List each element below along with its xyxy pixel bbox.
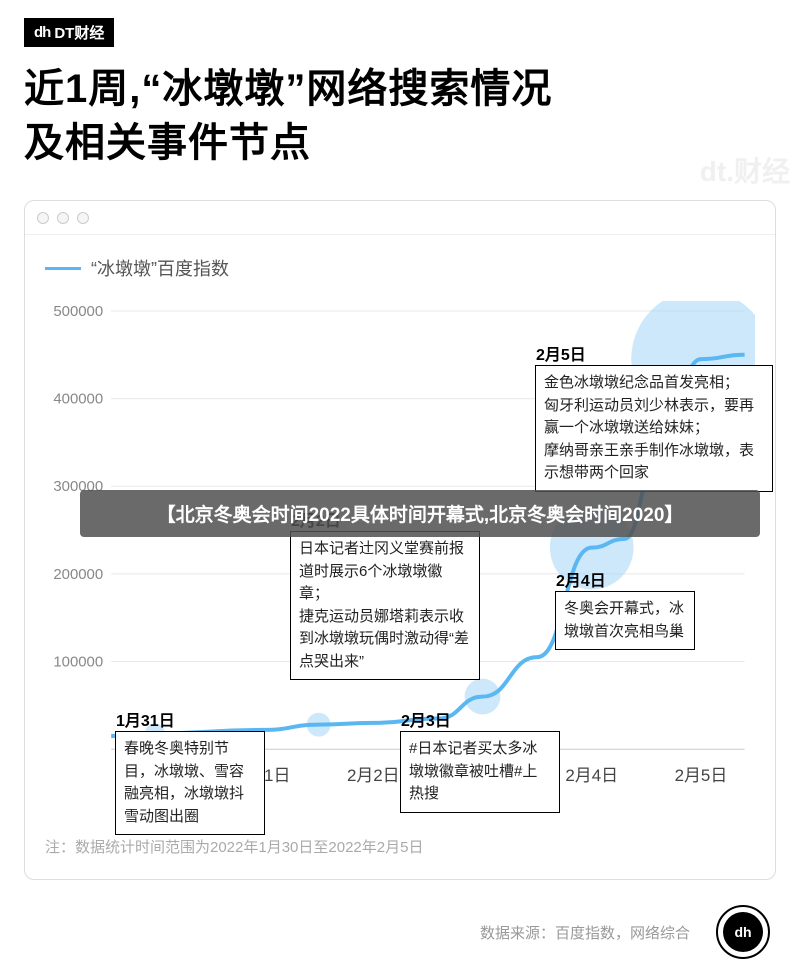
overlay-banner: 【北京冬奥会时间2022具体时间开幕式,北京冬奥会时间2020】 [80, 490, 760, 537]
svg-text:2月2日: 2月2日 [347, 766, 400, 785]
annotation-body: 冬奥会开幕式，冰墩墩首次亮相鸟巢 [564, 598, 686, 643]
annotation-body: 春晚冬奥特别节目，冰墩墩、雪容融亮相，冰墩墩抖雪动图出圈 [124, 738, 256, 828]
window-titlebar [25, 201, 775, 235]
chart-annotation: 2月3日#日本记者买太多冰墩墩徽章被吐槽#上热搜 [400, 731, 560, 813]
chart-window: “冰墩墩”百度指数 100000200000300000400000500000… [24, 200, 776, 880]
svg-text:500000: 500000 [53, 303, 103, 320]
legend-label: “冰墩墩”百度指数 [91, 255, 229, 281]
chart-footnote: 注：数据统计时间范围为2022年1月30日至2022年2月5日 [45, 836, 423, 857]
chart-annotation: 2月2日日本记者辻冈义堂赛前报道时展示6个冰墩墩徽章；捷克运动员娜塔莉表示收到冰… [290, 531, 480, 680]
data-source: 数据来源：百度指数，网络综合 [480, 922, 690, 943]
brand-logo-icon: dh [34, 24, 50, 41]
annotation-date: 1月31日 [116, 710, 175, 734]
chart-area: 1000002000003000004000005000001月31日2月1日2… [45, 301, 755, 799]
watermark: dt.财经 [700, 150, 790, 190]
chart-annotation: 1月31日春晚冬奥特别节目，冰墩墩、雪容融亮相，冰墩墩抖雪动图出圈 [115, 731, 265, 835]
annotation-date: 2月3日 [401, 710, 451, 734]
legend-line-icon [45, 267, 81, 270]
brand-name: DT财经 [54, 22, 104, 43]
svg-text:100000: 100000 [53, 654, 103, 671]
source-badge: dh [716, 905, 770, 959]
svg-text:2月5日: 2月5日 [675, 766, 728, 785]
annotation-body: 日本记者辻冈义堂赛前报道时展示6个冰墩墩徽章；捷克运动员娜塔莉表示收到冰墩墩玩偶… [299, 538, 471, 673]
svg-text:400000: 400000 [53, 391, 103, 408]
source-badge-logo-icon: dh [723, 912, 763, 952]
svg-text:2月4日: 2月4日 [565, 766, 618, 785]
chart-legend: “冰墩墩”百度指数 [45, 255, 229, 281]
window-dot-icon [37, 212, 49, 224]
annotation-body: #日本记者买太多冰墩墩徽章被吐槽#上热搜 [409, 738, 551, 806]
window-dot-icon [57, 212, 69, 224]
chart-annotation: 2月5日金色冰墩墩纪念品首发亮相；匈牙利运动员刘少林表示，要再赢一个冰墩墩送给妹… [535, 365, 773, 492]
annotation-body: 金色冰墩墩纪念品首发亮相；匈牙利运动员刘少林表示，要再赢一个冰墩墩送给妹妹；摩纳… [544, 372, 764, 485]
window-dot-icon [77, 212, 89, 224]
svg-text:200000: 200000 [53, 566, 103, 583]
annotation-date: 2月5日 [536, 344, 586, 368]
chart-annotation: 2月4日冬奥会开幕式，冰墩墩首次亮相鸟巢 [555, 591, 695, 650]
annotation-date: 2月4日 [556, 570, 606, 594]
page-title: 近1周,“冰墩墩”网络搜索情况 及相关事件节点 [24, 62, 552, 170]
brand-badge: dh DT财经 [24, 18, 114, 47]
